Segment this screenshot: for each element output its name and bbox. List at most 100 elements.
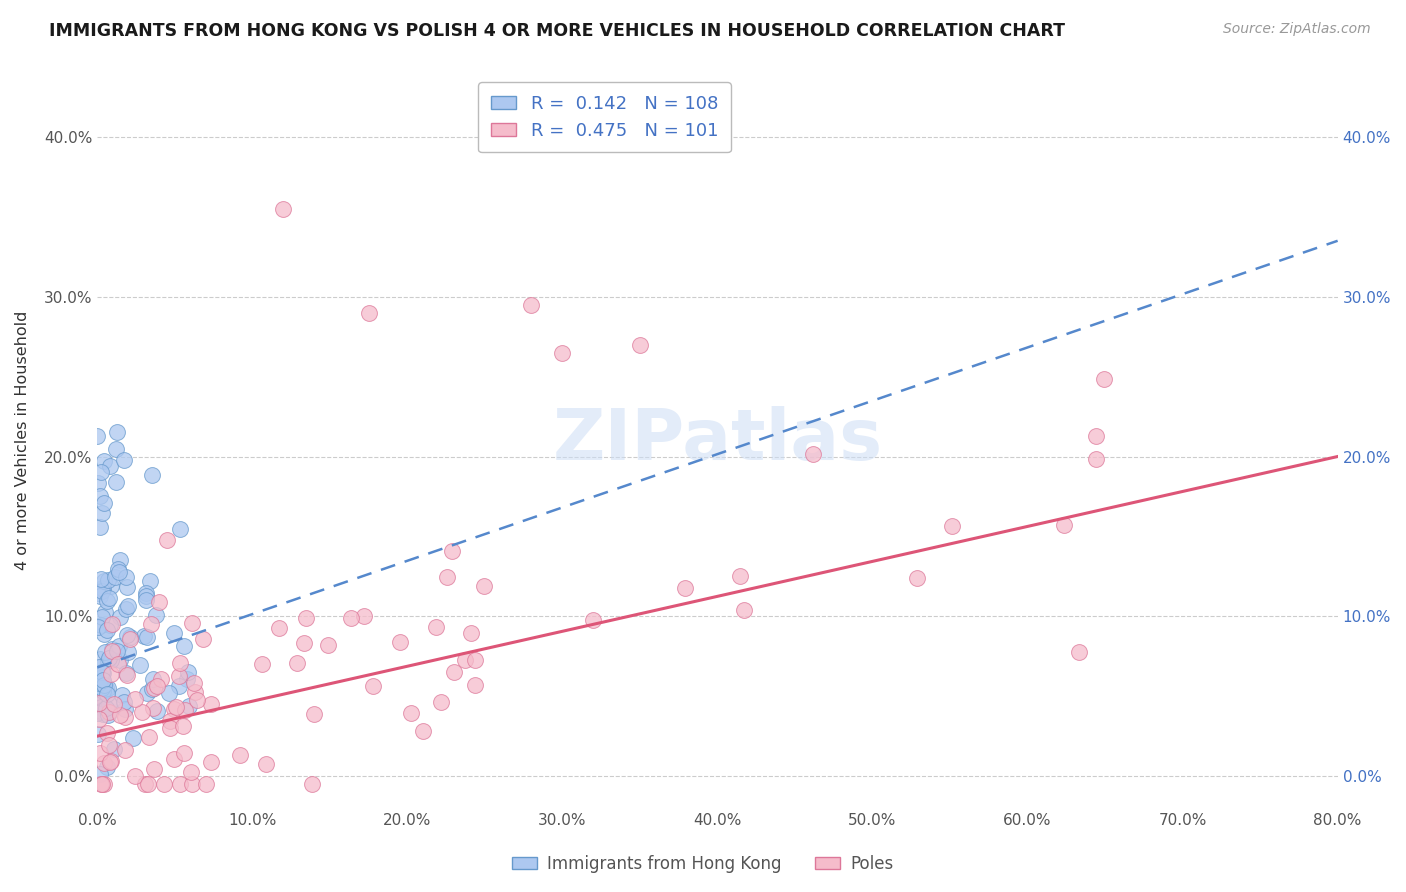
Point (141, 681, 163, 696)
Point (87, 620, 110, 634)
Point (138, 574, 160, 589)
Point (115, 665, 138, 680)
Point (115, 628, 138, 642)
Point (111, 688, 134, 702)
Point (96, 623, 118, 637)
Point (107, 562, 129, 576)
Point (454, 652, 477, 666)
Point (103, 697, 125, 711)
Point (134, 777, 156, 791)
Point (90, 572, 112, 586)
Point (153, 777, 176, 791)
Point (1085, 452, 1108, 467)
Point (101, 617, 124, 632)
Point (100, 579, 122, 593)
Point (267, 621, 290, 635)
Point (97, 591, 120, 605)
Point (180, 765, 202, 780)
Point (163, 751, 186, 765)
Point (138, 730, 160, 744)
Point (97, 654, 120, 668)
Point (163, 626, 186, 640)
Point (733, 603, 755, 617)
Point (472, 579, 495, 593)
Point (120, 630, 142, 644)
Point (93, 496, 115, 510)
Point (145, 608, 167, 623)
Point (87, 675, 110, 690)
Point (90, 583, 112, 598)
Point (103, 742, 125, 756)
Point (582, 613, 605, 627)
Point (105, 644, 128, 658)
Point (97, 650, 120, 665)
Point (91, 666, 114, 681)
Legend: Immigrants from Hong Kong, Poles: Immigrants from Hong Kong, Poles (506, 848, 900, 880)
Point (117, 599, 139, 614)
Point (90, 777, 112, 791)
Point (100, 653, 122, 667)
Point (87, 659, 110, 673)
Point (94, 681, 117, 695)
Point (157, 686, 180, 700)
Point (115, 667, 138, 681)
Point (124, 692, 146, 706)
Point (100, 666, 122, 681)
Point (104, 570, 127, 584)
Point (132, 629, 155, 643)
Point (107, 425, 129, 440)
Point (114, 710, 136, 724)
Point (357, 306, 380, 320)
Point (90, 581, 112, 595)
Point (200, 697, 222, 711)
Point (90, 465, 112, 479)
Point (169, 522, 191, 536)
Point (108, 639, 131, 653)
Point (551, 345, 574, 359)
Point (135, 589, 157, 603)
Point (93, 756, 115, 770)
Point (131, 705, 153, 719)
Point (98, 697, 121, 711)
Point (98, 617, 121, 632)
Point (169, 679, 191, 693)
Point (181, 777, 204, 791)
Point (184, 685, 207, 699)
Point (195, 777, 218, 791)
Point (93, 777, 115, 791)
Point (89, 746, 111, 760)
Point (159, 721, 181, 735)
Point (89, 489, 111, 503)
Point (399, 706, 422, 720)
Point (173, 746, 195, 760)
Point (97, 573, 120, 587)
Point (167, 669, 190, 683)
Point (436, 569, 458, 583)
Point (412, 724, 434, 739)
Point (90, 700, 112, 714)
Point (136, 686, 159, 700)
Point (464, 678, 486, 692)
Point (91, 507, 114, 521)
Point (91, 702, 114, 716)
Point (89, 520, 111, 534)
Point (87, 712, 110, 726)
Point (91, 683, 114, 698)
Point (94, 645, 117, 659)
Point (90, 670, 112, 684)
Point (112, 453, 135, 467)
Point (173, 639, 195, 653)
Point (159, 714, 181, 728)
Point (91, 673, 114, 687)
Point (443, 665, 465, 680)
Point (91, 706, 114, 721)
Point (93, 454, 115, 468)
Point (156, 533, 179, 547)
Point (146, 704, 169, 718)
Point (200, 755, 222, 769)
Point (250, 657, 273, 671)
Point (136, 777, 159, 791)
Point (100, 643, 122, 657)
Point (271, 202, 294, 216)
Point (229, 748, 252, 763)
